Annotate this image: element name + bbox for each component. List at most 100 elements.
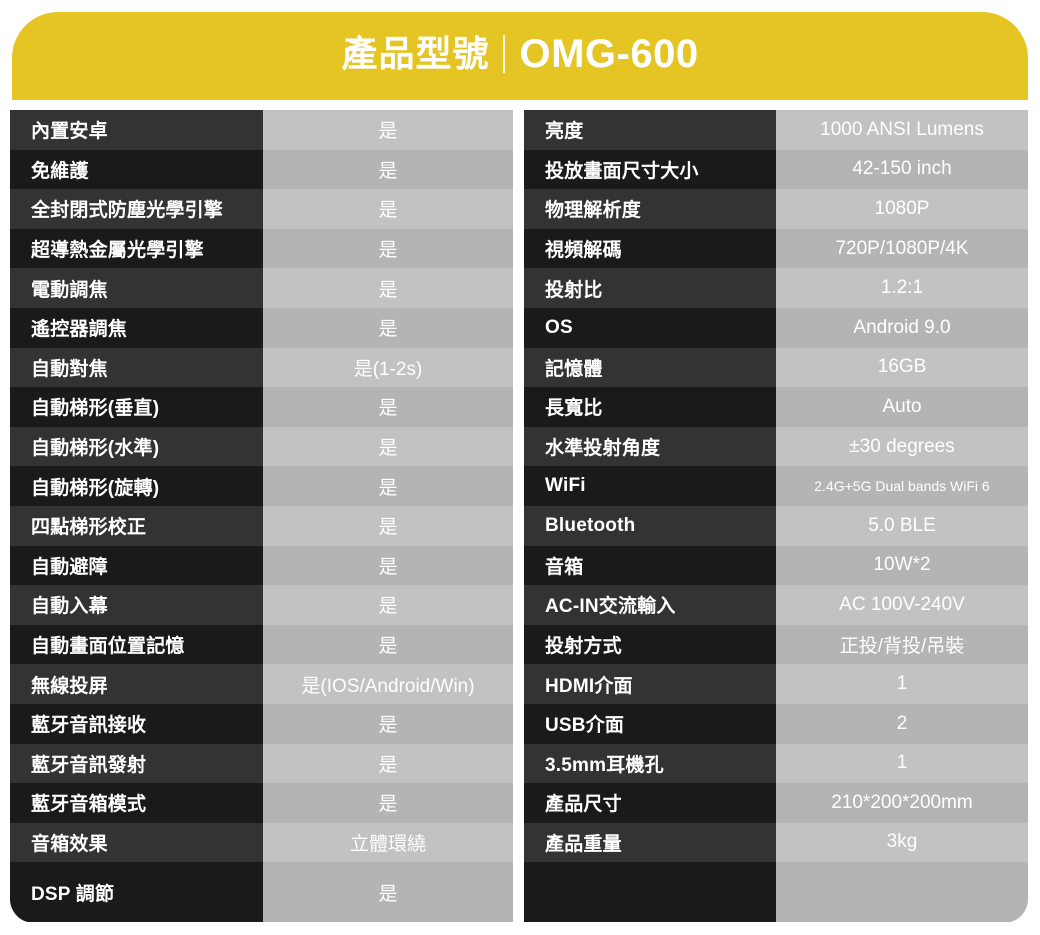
spec-label: 藍牙音訊接收 — [10, 703, 263, 744]
spec-label: 音箱 — [524, 545, 776, 586]
spec-label: 產品尺寸 — [524, 783, 776, 823]
spec-label: 自動避障 — [10, 545, 263, 586]
table-row: 四點梯形校正是 — [10, 505, 513, 546]
spec-value: 是 — [263, 149, 513, 190]
table-row: 物理解析度 1080P — [524, 189, 1028, 229]
spec-value: 是 — [263, 505, 513, 546]
table-row: 自動避障是 — [10, 545, 513, 586]
spec-label: 自動對焦 — [10, 347, 263, 388]
table-row: 超導熱金屬光學引擎是 — [10, 228, 513, 269]
spec-value: 是 — [263, 545, 513, 586]
spec-label: 免維護 — [10, 149, 263, 190]
table-row: 藍牙音箱模式是 — [10, 783, 513, 823]
table-row: 視頻解碼 720P/1080P/4K — [524, 228, 1028, 269]
table-row: 電動調焦是 — [10, 268, 513, 308]
table-row: 音箱效果 立體環繞 — [10, 822, 513, 863]
table-row: 藍牙音訊發射是 — [10, 743, 513, 784]
spec-value: 210*200*200mm — [776, 783, 1028, 823]
spec-value: 正投/背投/吊裝 — [776, 624, 1028, 665]
spec-label: 自動梯形(旋轉) — [10, 466, 263, 506]
spec-value: 是 — [263, 228, 513, 269]
spec-value: 是 — [263, 743, 513, 784]
table-row: AC-IN交流輸入 AC 100V-240V — [524, 585, 1028, 625]
header-banner-content: 產品型號 OMG-600 — [341, 34, 698, 74]
spec-label: 產品重量 — [524, 822, 776, 863]
spec-value: 1 — [776, 743, 1028, 784]
table-row: USB介面 2 — [524, 703, 1028, 744]
table-row: 自動梯形(水準) 是 — [10, 426, 513, 467]
spec-value: 1.2:1 — [776, 268, 1028, 308]
spec-value: 是(IOS/Android/Win) — [263, 664, 513, 704]
table-row: HDMI介面 1 — [524, 664, 1028, 704]
spec-label: 水準投射角度 — [524, 426, 776, 467]
spec-value: 是 — [263, 703, 513, 744]
table-row: 免維護是 — [10, 149, 513, 190]
spec-label: 藍牙音箱模式 — [10, 783, 263, 823]
spec-label: 投射比 — [524, 268, 776, 308]
table-row: 內置安卓是 — [10, 110, 513, 150]
spec-label: 記憶體 — [524, 347, 776, 388]
table-row: 產品尺寸 210*200*200mm — [524, 783, 1028, 823]
page-title: 產品型號 — [341, 33, 490, 74]
table-row: 自動梯形(旋轉) 是 — [10, 466, 513, 506]
spec-label: 四點梯形校正 — [10, 505, 263, 546]
table-row: 3.5mm耳機孔 1 — [524, 743, 1028, 784]
spec-value: 5.0 BLE — [776, 505, 1028, 546]
spec-label: 遙控器調焦 — [10, 307, 263, 348]
spec-label: 電動調焦 — [10, 268, 263, 308]
spec-value: 2 — [776, 703, 1028, 744]
spec-label: AC-IN交流輸入 — [524, 585, 776, 625]
spec-value: 是 — [263, 624, 513, 665]
spec-value: 是 — [263, 189, 513, 229]
spec-value: Auto — [776, 387, 1028, 427]
spec-label: 無線投屏 — [10, 664, 263, 704]
spec-value: 42-150 inch — [776, 149, 1028, 190]
spec-label: 自動入幕 — [10, 585, 263, 625]
table-row: 遙控器調焦是 — [10, 307, 513, 348]
table-row: 藍牙音訊接收是 — [10, 703, 513, 744]
table-row: 投放畫面尺寸大小 42-150 inch — [524, 149, 1028, 190]
spec-value: 10W*2 — [776, 545, 1028, 586]
spec-label: USB介面 — [524, 703, 776, 744]
spec-label: 全封閉式防塵光學引擎 — [10, 189, 263, 229]
spec-label: OS — [524, 307, 776, 348]
spec-value: 是 — [263, 110, 513, 150]
spec-value — [776, 862, 1028, 923]
title-divider — [503, 35, 506, 73]
spec-label: 視頻解碼 — [524, 228, 776, 269]
table-row: 音箱 10W*2 — [524, 545, 1028, 586]
spec-value: ±30 degrees — [776, 426, 1028, 467]
table-row: 自動畫面位置記憶是 — [10, 624, 513, 665]
spec-value: 是(1-2s) — [263, 347, 513, 388]
spec-value: 是 — [263, 862, 513, 923]
spec-label — [524, 862, 776, 923]
table-row: 無線投屏 是(IOS/Android/Win) — [10, 664, 513, 704]
product-model: OMG-600 — [519, 32, 699, 76]
table-row: WiFi 2.4G+5G Dual bands WiFi 6 — [524, 466, 1028, 506]
spec-table-right: 亮度 1000 ANSI Lumens 投放畫面尺寸大小 42-150 inch 物… — [524, 110, 1028, 923]
spec-value: 是 — [263, 307, 513, 348]
spec-label: DSP 調節 — [10, 862, 263, 923]
spec-value: 16GB — [776, 347, 1028, 388]
spec-label: 長寬比 — [524, 387, 776, 427]
spec-value: 是 — [263, 387, 513, 427]
spec-value: 2.4G+5G Dual bands WiFi 6 — [776, 466, 1028, 506]
spec-value: 是 — [263, 783, 513, 823]
spec-label: 內置安卓 — [10, 110, 263, 150]
spec-label: 投放畫面尺寸大小 — [524, 149, 776, 190]
spec-table-left: 內置安卓是 免維護是 全封閉式防塵光學引擎是 超導熱金屬光學引擎是 電動調焦是 … — [10, 110, 513, 923]
table-row: 自動梯形(垂直) 是 — [10, 387, 513, 427]
table-row-filler — [524, 862, 1028, 923]
spec-label: Bluetooth — [524, 505, 776, 546]
spec-label: 音箱效果 — [10, 822, 263, 863]
spec-label: 自動梯形(水準) — [10, 426, 263, 467]
table-row: 亮度 1000 ANSI Lumens — [524, 110, 1028, 150]
spec-value: Android 9.0 — [776, 307, 1028, 348]
table-row: 自動入幕是 — [10, 585, 513, 625]
spec-value: 1000 ANSI Lumens — [776, 110, 1028, 150]
spec-label: 藍牙音訊發射 — [10, 743, 263, 784]
spec-label: 自動畫面位置記憶 — [10, 624, 263, 665]
table-row: DSP 調節是 — [10, 862, 513, 923]
spec-label: 超導熱金屬光學引擎 — [10, 228, 263, 269]
